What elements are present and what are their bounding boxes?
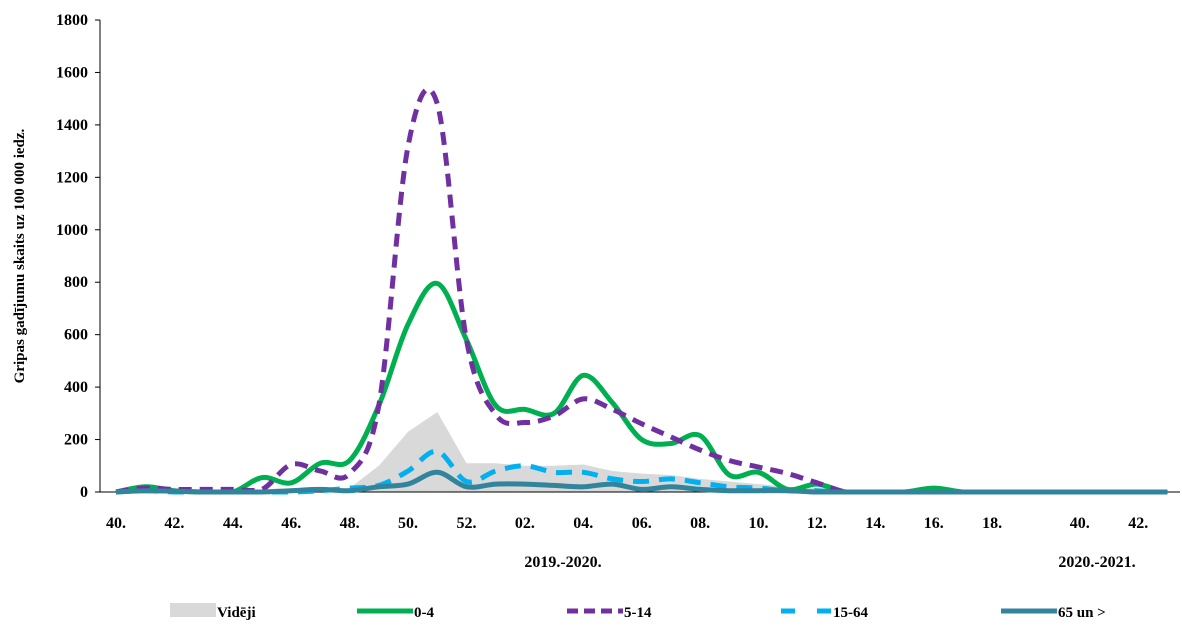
x-tick-label: 10.	[749, 515, 769, 532]
x-tick-label: 18.	[982, 515, 1002, 532]
legend-label: 15-64	[833, 605, 868, 621]
y-tick-label: 200	[64, 432, 88, 449]
y-tick-label: 1400	[56, 117, 88, 134]
y-tick-label: 0	[80, 484, 88, 501]
x-tick-label: 12.	[807, 515, 827, 532]
series-area-videji	[116, 412, 1168, 492]
legend-label: 65 un >	[1058, 605, 1106, 621]
series-line-5-14	[115, 86, 1168, 495]
x-tick-label: 52.	[456, 515, 476, 532]
y-tick-label: 400	[64, 379, 88, 396]
season-label: 2019.-2020.	[524, 554, 601, 571]
series-line-15-64	[115, 448, 1168, 495]
x-ticks: 40. 42. 44. 46. 48. 50. 52. 02. 04. 06. 08. 10. 12. 1…	[106, 515, 1148, 532]
series-line-0-4	[115, 280, 1168, 495]
x-tick-label: 02.	[515, 515, 535, 532]
y-ticks: 0 200 400 600 800 1000 1200 1400 1600 1800	[56, 12, 100, 501]
x-tick-label: 42.	[164, 515, 184, 532]
legend-label: 5-14	[624, 605, 652, 621]
legend-swatch	[170, 603, 216, 617]
legend: Vidēji 0-4 5-14 15-64 65 un >	[170, 603, 1106, 621]
x-tick-label: 40.	[106, 515, 126, 532]
x-tick-label: 04.	[573, 515, 593, 532]
y-tick-label: 1200	[56, 169, 88, 186]
y-axis-title: Gripas gadījumu skaits uz 100 000 iedz.	[12, 128, 28, 383]
series-line-65-un-	[115, 469, 1168, 495]
y-tick-label: 600	[64, 327, 88, 344]
x-tick-label: 46.	[281, 515, 301, 532]
x-tick-label: 44.	[223, 515, 243, 532]
x-tick-label: 08.	[690, 515, 710, 532]
y-tick-label: 1000	[56, 222, 88, 239]
x-tick-label: 14.	[865, 515, 885, 532]
legend-label: Vidēji	[217, 605, 256, 621]
x-tick-label: 48.	[340, 515, 360, 532]
x-tick-label: 50.	[398, 515, 418, 532]
y-tick-label: 1800	[56, 12, 88, 29]
y-tick-label: 800	[64, 274, 88, 291]
x-tick-label: 16.	[924, 515, 944, 532]
area-series-layer	[116, 412, 1168, 492]
x-tick-label: 42.	[1128, 515, 1148, 532]
legend-label: 0-4	[414, 605, 434, 621]
line-series-layer	[115, 86, 1168, 495]
y-tick-label: 1600	[56, 64, 88, 81]
x-tick-label: 06.	[632, 515, 652, 532]
x-tick-label: 40.	[1070, 515, 1090, 532]
season-label: 2020.-2021.	[1058, 554, 1135, 571]
